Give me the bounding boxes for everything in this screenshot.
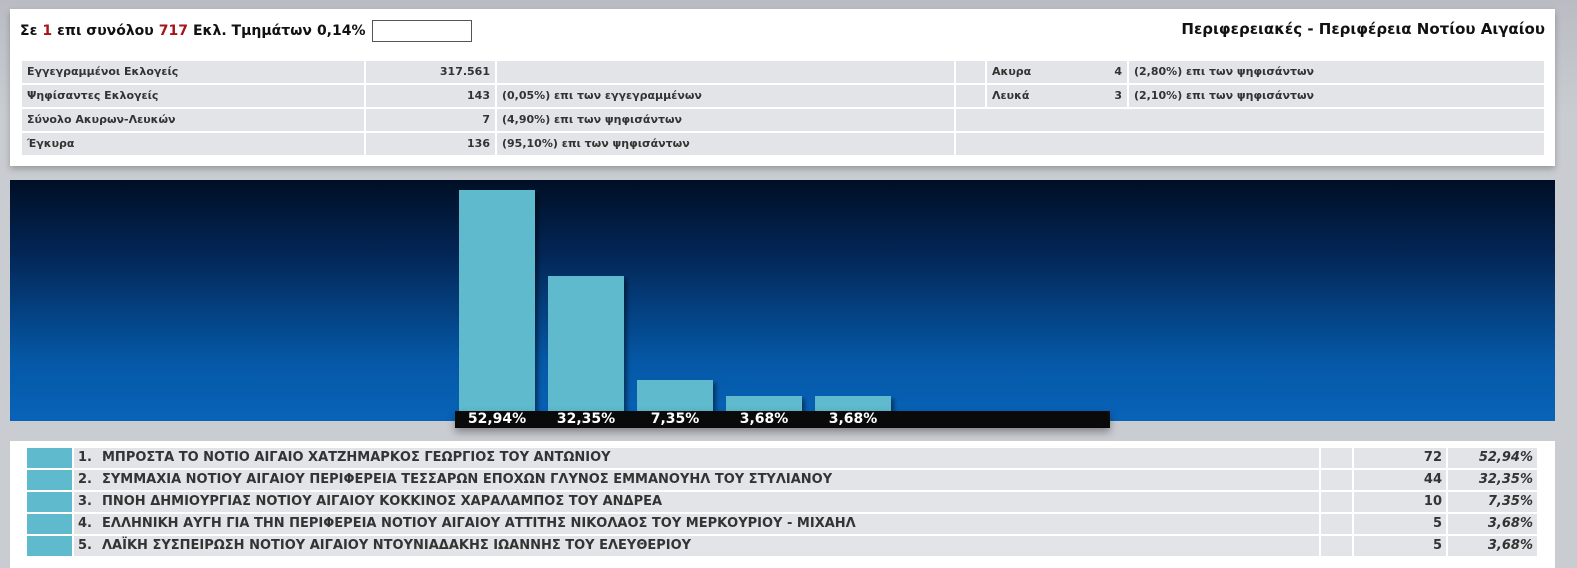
invalid-blank-label: Σύνολο Ακυρων-Λευκών — [22, 109, 364, 131]
counted-suffix: Εκλ. Τμημάτων — [192, 23, 312, 39]
row-spacer — [1321, 536, 1352, 556]
summary-panel: Σε 1 επι συνόλου 717 Εκλ. Τμημάτων 0,14%… — [10, 9, 1555, 166]
candidate-name: 2. ΣΥΜΜΑΧΙΑ ΝΟΤΙΟΥ ΑΙΓΑΙΟΥ ΠΕΡΙΦΕΡΕΙΑ ΤΕΣ… — [74, 470, 1319, 490]
candidate-label: ΕΛΛΗΝΙΚΗ ΑΥΓΗ ΓΙΑ ΤΗΝ ΠΕΡΙΦΕΡΕΙΑ ΝΟΤΙΟΥ … — [102, 516, 856, 531]
percent-label-strip: 52,94% 32,35% 7,35% 3,68% 3,68% — [455, 411, 1110, 428]
counted-middle: επι συνόλου — [57, 23, 154, 39]
vote-count: 44 — [1354, 470, 1446, 490]
voted-note: (0,05%) επι των εγγεγραμμένων — [497, 85, 954, 107]
total-stations: 717 — [158, 23, 188, 39]
color-swatch — [27, 514, 72, 534]
vote-count: 5 — [1354, 514, 1446, 534]
result-row[interactable]: 5. ΛΑΪΚΗ ΣΥΣΠΕΙΡΩΣΗ ΝΟΤΙΟΥ ΑΙΓΑΙΟΥ ΝΤΟΥΝΙ… — [27, 536, 1537, 556]
bar-5 — [815, 396, 891, 411]
bar-label-1: 52,94% — [467, 411, 527, 427]
stats-empty-cell — [956, 109, 1544, 131]
registered-label: Εγγεγραμμένοι Εκλογείς — [22, 61, 364, 83]
rank-number: 2. — [78, 472, 92, 487]
vote-percent: 3,68% — [1448, 514, 1537, 534]
valid-value: 136 — [366, 133, 495, 155]
candidate-name: 4. ΕΛΛΗΝΙΚΗ ΑΥΓΗ ΓΙΑ ΤΗΝ ΠΕΡΙΦΕΡΕΙΑ ΝΟΤΙΟ… — [74, 514, 1319, 534]
candidate-label: ΣΥΜΜΑΧΙΑ ΝΟΤΙΟΥ ΑΙΓΑΙΟΥ ΠΕΡΙΦΕΡΕΙΑ ΤΕΣΣΑ… — [102, 472, 833, 487]
bar-label-2: 32,35% — [556, 411, 616, 427]
color-swatch — [27, 470, 72, 490]
results-list-panel: 1. ΜΠΡΟΣΤΑ ΤΟ ΝΟΤΙΟ ΑΙΓΑΙΟ ΧΑΤΖΗΜΑΡΚΟΣ ΓΕ… — [10, 441, 1555, 568]
page-title: Περιφερειακές - Περιφέρεια Νοτίου Αιγαίο… — [1181, 20, 1545, 38]
color-swatch — [27, 492, 72, 512]
bar-label-5: 3,68% — [828, 411, 878, 427]
vote-percent: 52,94% — [1448, 448, 1537, 468]
registered-note — [497, 61, 954, 83]
rank-number: 5. — [78, 538, 92, 553]
color-swatch — [27, 536, 72, 556]
bar-1 — [459, 190, 535, 411]
counted-number: 1 — [42, 23, 53, 39]
row-spacer — [1321, 492, 1352, 512]
search-input[interactable] — [371, 20, 472, 42]
row-spacer — [1321, 470, 1352, 490]
candidate-label: ΛΑΪΚΗ ΣΥΣΠΕΙΡΩΣΗ ΝΟΤΙΟΥ ΑΙΓΑΙΟΥ ΝΤΟΥΝΙΑΔ… — [102, 538, 692, 553]
blank-note: (2,10%) επι των ψηφισάντων — [1129, 85, 1544, 107]
bar-chart-svg — [459, 190, 891, 411]
voted-label: Ψηφίσαντες Εκλογείς — [22, 85, 364, 107]
candidate-name: 5. ΛΑΪΚΗ ΣΥΣΠΕΙΡΩΣΗ ΝΟΤΙΟΥ ΑΙΓΑΙΟΥ ΝΤΟΥΝΙ… — [74, 536, 1319, 556]
void-value: 4 — [1085, 61, 1127, 83]
candidate-label: ΠΝΟΗ ΔΗΜΙΟΥΡΓΙΑΣ ΝΟΤΙΟΥ ΑΙΓΑΙΟΥ ΚΟΚΚΙΝΟΣ… — [102, 494, 663, 509]
vote-count: 72 — [1354, 448, 1446, 468]
vote-count: 5 — [1354, 536, 1446, 556]
bar-label-4: 3,68% — [739, 411, 789, 427]
stats-empty-cell — [956, 133, 1544, 155]
blank-value: 3 — [1085, 85, 1127, 107]
candidate-label: ΜΠΡΟΣΤΑ ΤΟ ΝΟΤΙΟ ΑΙΓΑΙΟ ΧΑΤΖΗΜΑΡΚΟΣ ΓΕΩΡ… — [102, 450, 611, 465]
vote-percent: 7,35% — [1448, 492, 1537, 512]
result-row[interactable]: 4. ΕΛΛΗΝΙΚΗ ΑΥΓΗ ΓΙΑ ΤΗΝ ΠΕΡΙΦΕΡΕΙΑ ΝΟΤΙΟ… — [27, 514, 1537, 534]
row-spacer — [1321, 448, 1352, 468]
result-row[interactable]: 2. ΣΥΜΜΑΧΙΑ ΝΟΤΙΟΥ ΑΙΓΑΙΟΥ ΠΕΡΙΦΕΡΕΙΑ ΤΕΣ… — [27, 470, 1537, 490]
candidate-name: 3. ΠΝΟΗ ΔΗΜΙΟΥΡΓΙΑΣ ΝΟΤΙΟΥ ΑΙΓΑΙΟΥ ΚΟΚΚΙΝ… — [74, 492, 1319, 512]
stats-spacer — [956, 85, 985, 107]
rank-number: 1. — [78, 450, 92, 465]
candidate-name: 1. ΜΠΡΟΣΤΑ ΤΟ ΝΟΤΙΟ ΑΙΓΑΙΟ ΧΑΤΖΗΜΑΡΚΟΣ ΓΕ… — [74, 448, 1319, 468]
blank-label: Λευκά — [987, 85, 1085, 107]
color-swatch — [27, 448, 72, 468]
result-row[interactable]: 3. ΠΝΟΗ ΔΗΜΙΟΥΡΓΙΑΣ ΝΟΤΙΟΥ ΑΙΓΑΙΟΥ ΚΟΚΚΙΝ… — [27, 492, 1537, 512]
counted-percent: 0,14% — [316, 23, 366, 39]
bar-label-3: 7,35% — [650, 411, 700, 427]
bar-2 — [548, 276, 624, 411]
voted-value: 143 — [366, 85, 495, 107]
invalid-blank-note: (4,90%) επι των ψηφισάντων — [497, 109, 954, 131]
vote-count: 10 — [1354, 492, 1446, 512]
registered-value: 317.561 — [366, 61, 495, 83]
counted-prefix: Σε — [20, 23, 38, 39]
void-label: Ακυρα — [987, 61, 1085, 83]
valid-note: (95,10%) επι των ψηφισάντων — [497, 133, 954, 155]
result-row[interactable]: 1. ΜΠΡΟΣΤΑ ΤΟ ΝΟΤΙΟ ΑΙΓΑΙΟ ΧΑΤΖΗΜΑΡΚΟΣ ΓΕ… — [27, 448, 1537, 468]
invalid-blank-value: 7 — [366, 109, 495, 131]
valid-label: Έγκυρα — [22, 133, 364, 155]
vote-percent: 32,35% — [1448, 470, 1537, 490]
bar-4 — [726, 396, 802, 411]
bar-3 — [637, 380, 713, 411]
rank-number: 4. — [78, 516, 92, 531]
results-bar-chart: 52,94% 32,35% 7,35% 3,68% 3,68% — [10, 180, 1555, 428]
counted-stations-summary: Σε 1 επι συνόλου 717 Εκλ. Τμημάτων 0,14% — [20, 20, 472, 42]
void-note: (2,80%) επι των ψηφισάντων — [1129, 61, 1544, 83]
stats-spacer — [956, 61, 985, 83]
rank-number: 3. — [78, 494, 92, 509]
stats-table: Εγγεγραμμένοι Εκλογείς 317.561 Ακυρα 4 (… — [22, 61, 1544, 155]
row-spacer — [1321, 514, 1352, 534]
vote-percent: 3,68% — [1448, 536, 1537, 556]
